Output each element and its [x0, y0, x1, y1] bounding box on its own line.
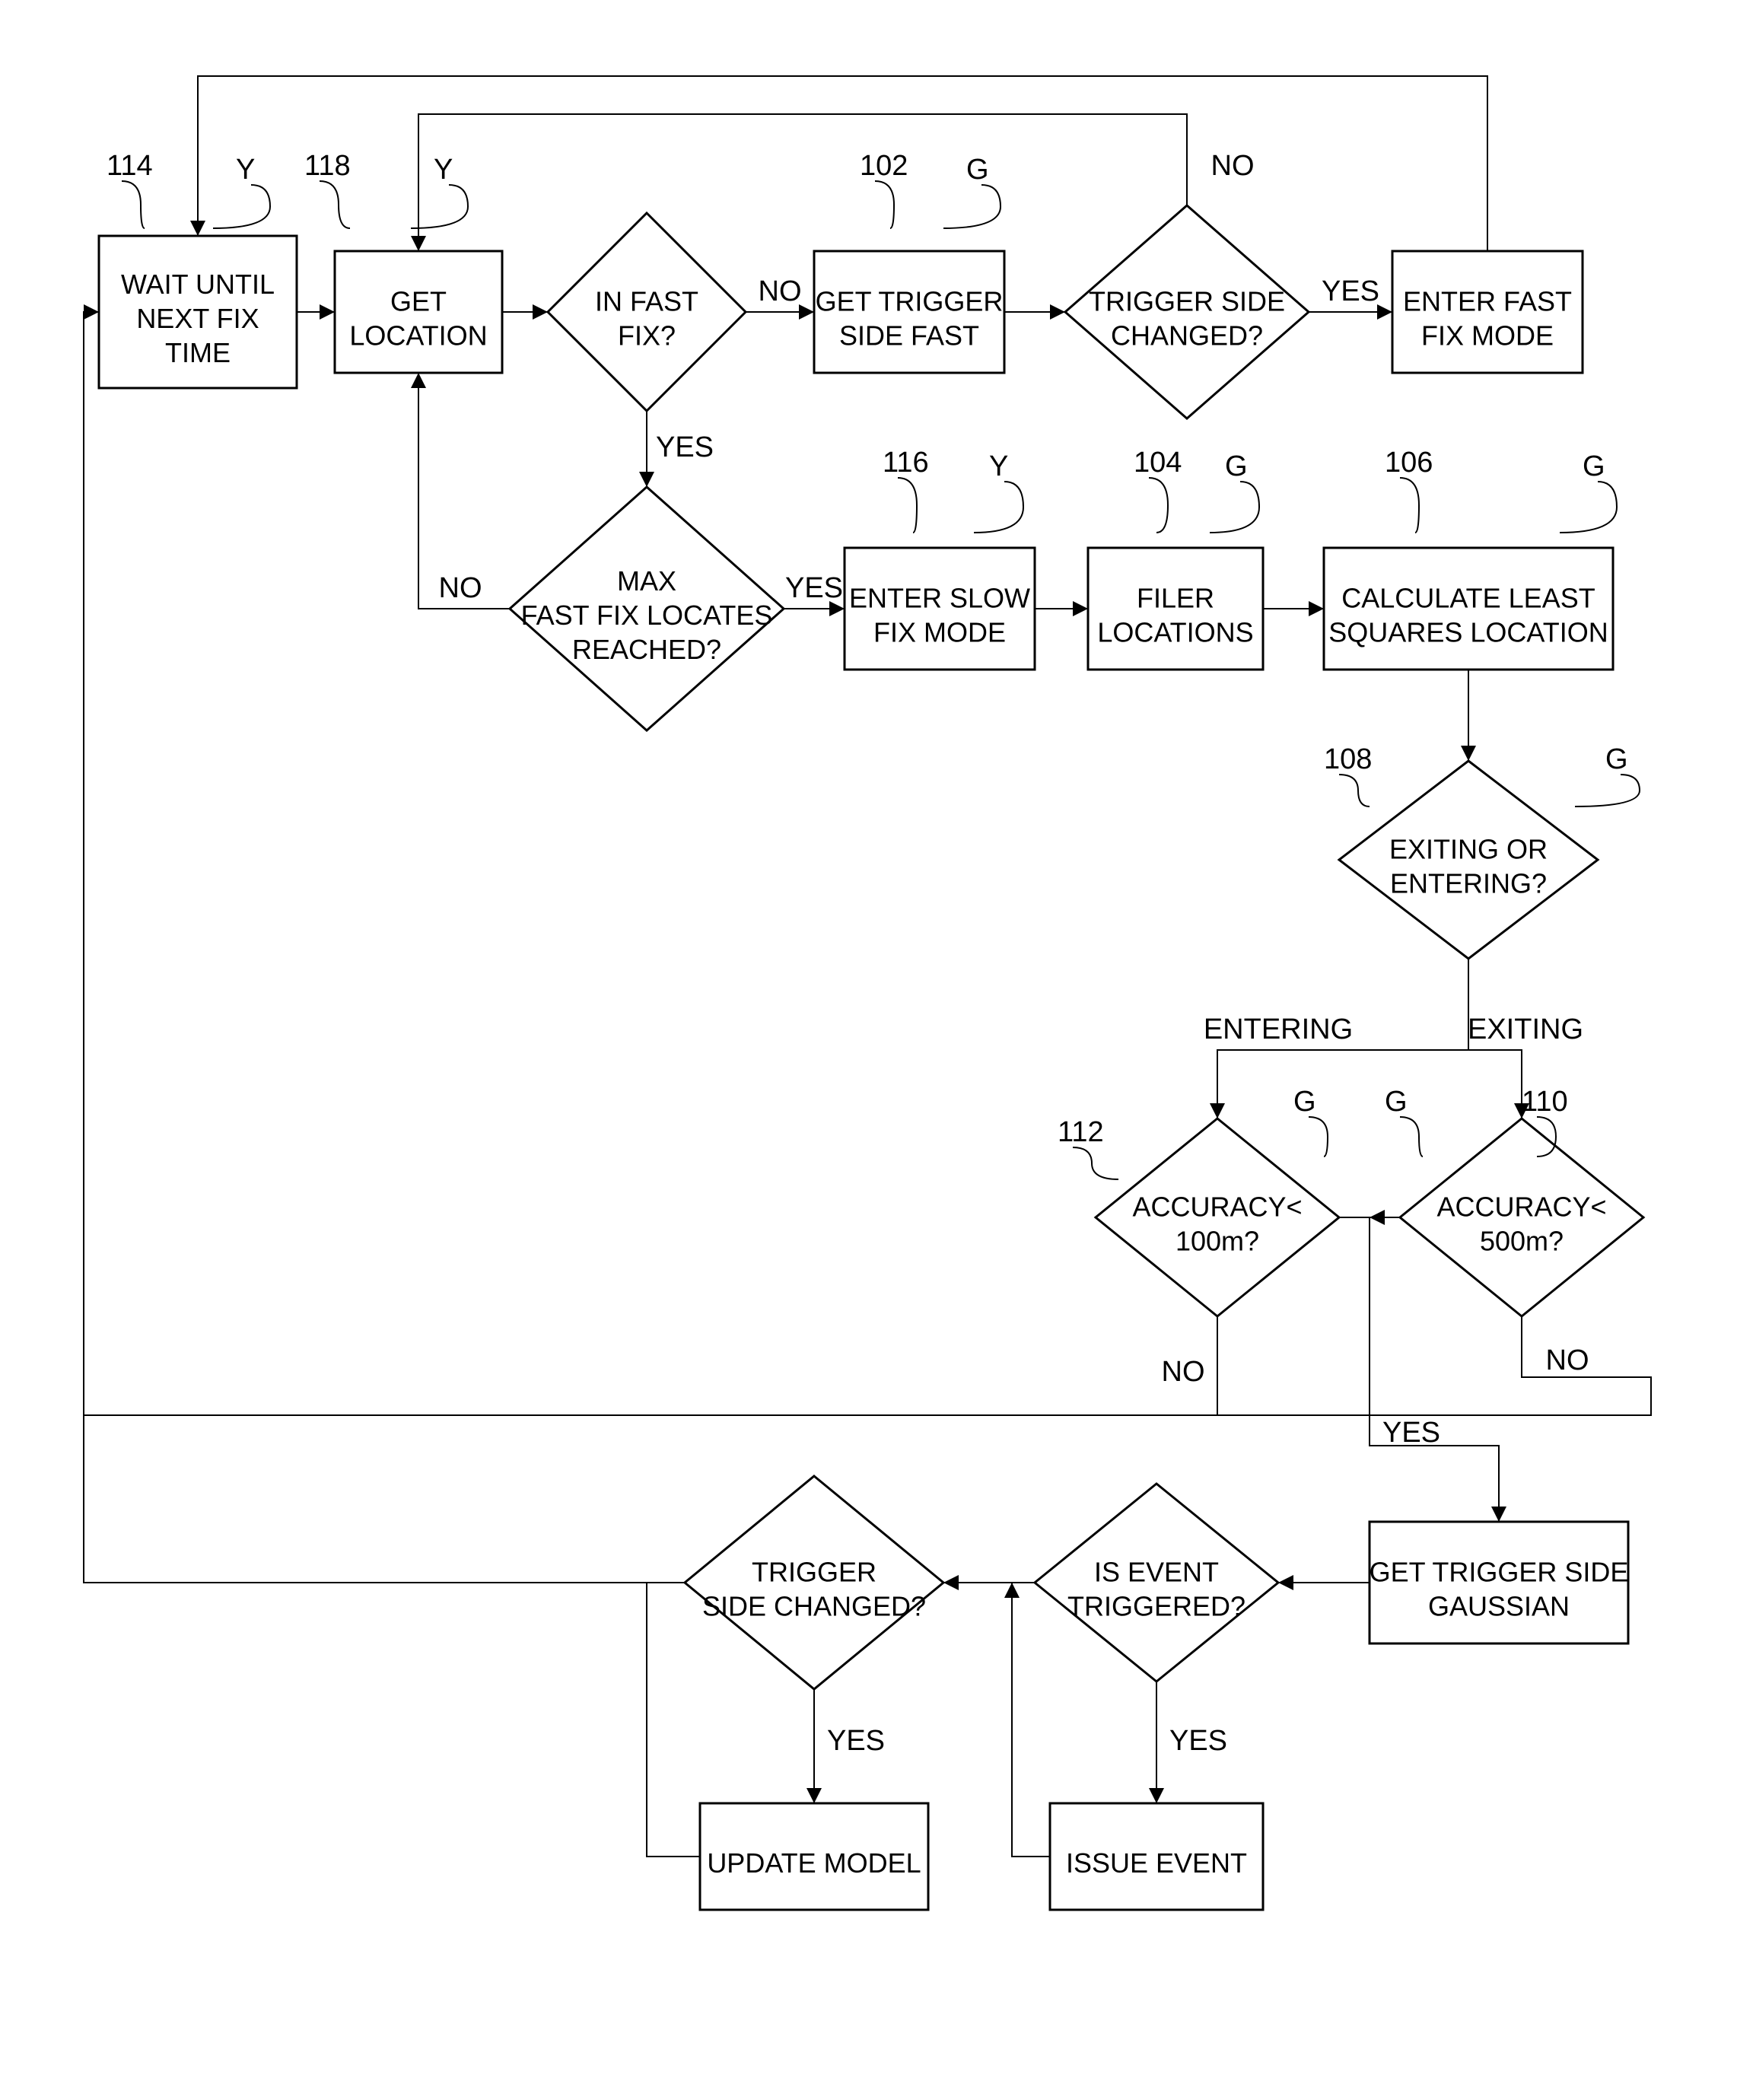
edge-label: YES: [1322, 275, 1379, 307]
node-label: FIX MODE: [873, 616, 1006, 648]
node-label: GET: [390, 285, 447, 317]
reference-hook: [1400, 1117, 1423, 1157]
reference-label: 118: [304, 150, 351, 182]
reference-label: 112: [1058, 1116, 1104, 1148]
node-label: ACCURACY<: [1132, 1191, 1302, 1222]
edge-label: NO: [1546, 1344, 1589, 1376]
node-label: UPDATE MODEL: [707, 1847, 921, 1879]
reference-hook: [1210, 482, 1259, 533]
node-label: 100m?: [1175, 1225, 1259, 1256]
reference-label: G: [1293, 1086, 1316, 1118]
node-label: FIX MODE: [1421, 320, 1554, 351]
reference-label: Y: [989, 450, 1008, 482]
edge-label: EXITING: [1468, 1013, 1583, 1045]
node-label: LOCATIONS: [1097, 616, 1253, 648]
flow-edge: [418, 114, 1187, 251]
reference-hook: [1309, 1117, 1328, 1157]
flow-edge: [84, 1316, 1651, 1415]
node-label: CALCULATE LEAST: [1341, 582, 1595, 613]
node-label: WAIT UNTIL: [121, 269, 275, 300]
flow-edge: [1012, 1583, 1050, 1857]
reference-label: Y: [236, 154, 255, 186]
node-label: TRIGGERED?: [1067, 1590, 1245, 1621]
node-label: FILER: [1137, 582, 1214, 613]
reference-hook: [1149, 478, 1168, 533]
node-label: LOCATION: [349, 320, 487, 351]
edge-label: NO: [439, 572, 482, 604]
reference-hook: [1073, 1147, 1118, 1179]
reference-label: 116: [883, 447, 929, 479]
node-label: ACCURACY<: [1436, 1191, 1606, 1222]
node-label: SQUARES LOCATION: [1328, 616, 1608, 648]
node-label: SIDE FAST: [839, 320, 979, 351]
edge-label: YES: [827, 1725, 885, 1757]
flowchart-diagram: NO YES NO YES NO YES ENTERING EXITING YES NO NO YES…: [0, 0, 1737, 2100]
flow-edge: [1468, 1050, 1522, 1118]
node-label: IN FAST: [595, 285, 698, 317]
flow-edge: [198, 76, 1487, 251]
reference-label: 102: [860, 150, 908, 182]
node-label: ENTER SLOW: [849, 582, 1030, 613]
node-label: ENTERING?: [1390, 867, 1547, 899]
flow-edge: [84, 312, 1217, 1415]
reference-label: 108: [1324, 743, 1372, 775]
node-label: NEXT FIX: [136, 303, 259, 334]
node-label: SIDE CHANGED?: [702, 1590, 926, 1621]
reference-label: G: [1385, 1086, 1408, 1118]
reference-hook: [320, 181, 350, 228]
node-label: FAST FIX LOCATES: [521, 600, 773, 631]
node-label: MAX: [617, 565, 676, 597]
node-label: TRIGGER: [752, 1556, 876, 1587]
edge-label: NO: [1211, 150, 1255, 182]
reference-hook: [1560, 482, 1617, 533]
node-label: ISSUE EVENT: [1066, 1847, 1247, 1879]
edge-label: YES: [1169, 1725, 1227, 1757]
node-label: IS EVENT: [1094, 1556, 1219, 1587]
reference-hook: [898, 478, 917, 533]
reference-hook: [411, 185, 468, 228]
reference-hook: [943, 185, 1001, 228]
reference-hook: [1575, 775, 1640, 807]
node-label: CHANGED?: [1111, 320, 1263, 351]
node-label: GET TRIGGER SIDE: [1370, 1556, 1629, 1587]
reference-label: 114: [107, 150, 153, 182]
node-label: 500m?: [1480, 1225, 1564, 1256]
reference-label: G: [1605, 743, 1628, 775]
edge-label: NO: [1162, 1356, 1205, 1388]
reference-label: G: [1225, 450, 1248, 482]
edge-label: YES: [785, 572, 843, 604]
node-label: GAUSSIAN: [1428, 1590, 1570, 1621]
reference-hook: [213, 185, 270, 228]
reference-label: G: [966, 154, 989, 186]
node-label: TRIGGER SIDE: [1089, 285, 1285, 317]
edge-label: YES: [1382, 1417, 1440, 1449]
reference-hook: [974, 482, 1023, 533]
node-label: GET TRIGGER: [816, 285, 1004, 317]
reference-hook: [875, 181, 894, 228]
node-label: FIX?: [618, 320, 676, 351]
flow-edge: [647, 1583, 700, 1857]
reference-label: Y: [434, 154, 453, 186]
flow-edge: [84, 1415, 685, 1583]
reference-label: 104: [1134, 447, 1182, 479]
reference-hook: [1339, 775, 1370, 807]
reference-label: 110: [1522, 1086, 1568, 1118]
node-label: TIME: [165, 337, 231, 368]
node-label: EXITING OR: [1389, 833, 1548, 864]
edge-label: NO: [759, 275, 802, 307]
reference-label: 106: [1385, 447, 1433, 479]
node-label: REACHED?: [572, 634, 721, 665]
edge-label: YES: [656, 431, 714, 463]
node-label: ENTER FAST: [1403, 285, 1572, 317]
reference-hook: [122, 181, 145, 228]
reference-label: G: [1583, 450, 1605, 482]
edge-label: ENTERING: [1204, 1013, 1353, 1045]
reference-hook: [1400, 478, 1419, 533]
